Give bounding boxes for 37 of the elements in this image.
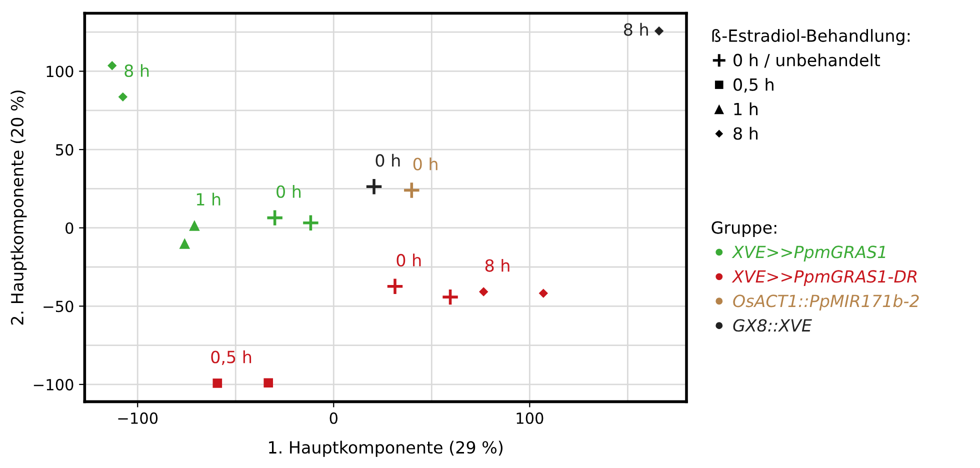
annotation: 0 h <box>413 157 438 170</box>
annotation: 8 h <box>485 258 510 272</box>
legend-label: GX8::XVE <box>733 319 812 332</box>
point <box>118 92 128 102</box>
y-tick-label: 50 <box>56 144 74 156</box>
annotation: 0,5 h <box>211 350 252 366</box>
annotation: 1 h <box>196 192 220 206</box>
legend-label: XVE>>PpmGRAS1 <box>732 246 886 262</box>
y-tick-label: 100 <box>46 66 74 78</box>
legend-label: 8 h <box>734 126 758 140</box>
legend-label: XVE>>PpmGRAS1-DR <box>732 270 917 286</box>
x-tick-label: 100 <box>516 412 544 424</box>
point <box>179 238 190 249</box>
point <box>212 378 222 388</box>
x-axis-title: 1. Hauptkomponente (29 %) <box>269 440 502 457</box>
legend-label: 1 h <box>734 102 758 116</box>
annotation: 0 h <box>276 185 301 198</box>
y-tick-label: −100 <box>34 378 74 390</box>
x-tick-label: 0 <box>330 412 338 424</box>
point <box>402 181 421 200</box>
point <box>189 220 200 231</box>
legend-label: 0,5 h <box>734 78 774 93</box>
annotation: 8 h <box>624 22 648 36</box>
y-tick-label: 0 <box>66 222 74 234</box>
annotation: 0 h <box>376 154 400 167</box>
legend-label: OsACT1::PpMIR171b-2 <box>733 294 919 310</box>
text: ß-Estradiol-Behandlung: <box>712 29 910 46</box>
legend-label: 0 h / unbehandelt <box>734 54 880 68</box>
y-axis-title: 2. Hauptkomponente (20 %) <box>10 90 27 325</box>
point <box>264 378 274 388</box>
point <box>478 287 488 296</box>
point <box>538 288 548 298</box>
annotation: 8 h <box>124 64 149 78</box>
text: Gruppe: <box>712 221 776 238</box>
y-tick-label: −50 <box>44 300 74 312</box>
annotation: 0 h <box>396 254 421 267</box>
x-tick-label: −100 <box>118 412 158 424</box>
